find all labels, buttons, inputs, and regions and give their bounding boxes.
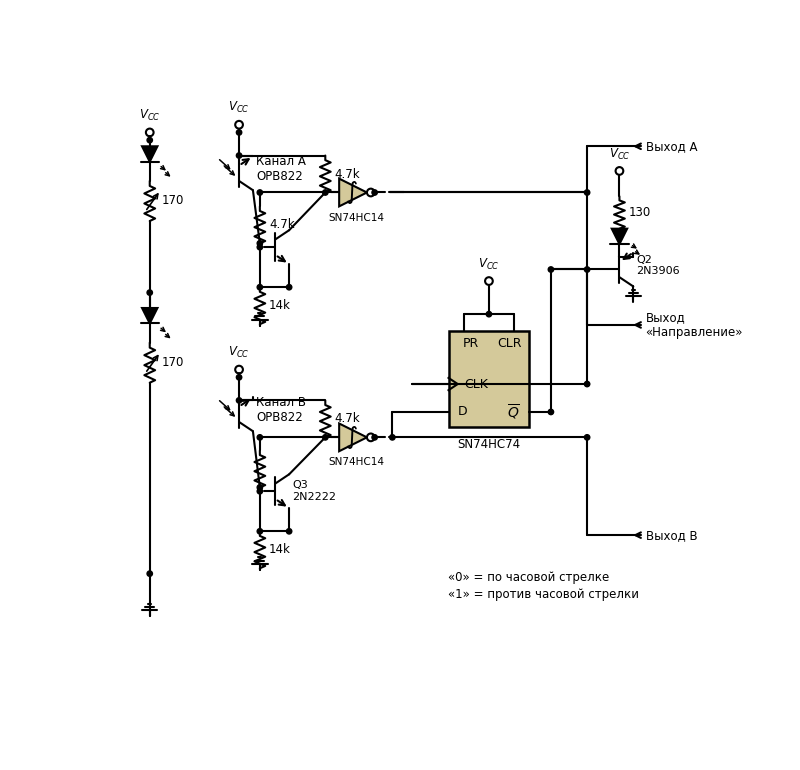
Circle shape [585, 189, 590, 196]
Circle shape [257, 240, 262, 246]
Circle shape [257, 244, 262, 249]
Text: SN74HC14: SN74HC14 [328, 457, 384, 467]
Text: $V_{CC}$: $V_{CC}$ [478, 256, 500, 272]
Polygon shape [612, 229, 627, 244]
Text: 170: 170 [162, 357, 185, 369]
Text: $V_{CC}$: $V_{CC}$ [139, 108, 161, 123]
Text: 4.7k: 4.7k [334, 168, 360, 180]
Circle shape [372, 189, 378, 196]
Circle shape [147, 137, 153, 142]
Text: Q2
2N3906: Q2 2N3906 [636, 255, 680, 276]
Text: $\mathit{\int}$: $\mathit{\int}$ [345, 424, 358, 451]
Circle shape [147, 571, 153, 576]
Circle shape [257, 284, 262, 290]
FancyBboxPatch shape [449, 331, 530, 427]
Text: «1» = против часовой стрелки: «1» = против часовой стрелки [449, 588, 639, 601]
Circle shape [286, 284, 292, 290]
Text: 4.7k: 4.7k [269, 219, 294, 231]
Circle shape [372, 434, 378, 440]
Text: 170: 170 [162, 195, 185, 207]
Circle shape [147, 290, 153, 295]
Text: Выход В: Выход В [646, 529, 698, 541]
Text: D: D [458, 406, 467, 418]
Circle shape [585, 381, 590, 387]
Circle shape [236, 129, 242, 135]
Text: 4.7k: 4.7k [334, 413, 360, 425]
Circle shape [236, 397, 242, 403]
Polygon shape [339, 424, 367, 451]
Text: 130: 130 [629, 206, 651, 219]
Text: $\overline{Q}$: $\overline{Q}$ [507, 402, 520, 422]
Polygon shape [339, 179, 367, 206]
Circle shape [236, 152, 242, 159]
Text: CLK: CLK [464, 377, 488, 390]
Text: Канал А
OPB822: Канал А OPB822 [256, 155, 306, 182]
Polygon shape [142, 146, 158, 162]
Circle shape [257, 528, 262, 534]
Text: Выход
«Направление»: Выход «Направление» [646, 311, 743, 339]
Text: $V_{CC}$: $V_{CC}$ [228, 100, 250, 116]
Circle shape [390, 434, 395, 440]
Text: $V_{CC}$: $V_{CC}$ [228, 345, 250, 360]
Polygon shape [142, 308, 158, 323]
Text: SN74HC74: SN74HC74 [458, 438, 521, 451]
Text: 14k: 14k [269, 544, 291, 556]
Text: 14k: 14k [269, 300, 291, 312]
Text: CLR: CLR [497, 337, 522, 350]
Text: Выход А: Выход А [646, 140, 697, 152]
Text: $\mathit{\int}$: $\mathit{\int}$ [345, 179, 358, 206]
Circle shape [257, 489, 262, 494]
Circle shape [236, 374, 242, 380]
Circle shape [322, 189, 328, 196]
Text: $V_{CC}$: $V_{CC}$ [609, 146, 630, 162]
Circle shape [322, 434, 328, 440]
Circle shape [585, 434, 590, 440]
Text: SN74HC14: SN74HC14 [328, 213, 384, 223]
Circle shape [585, 266, 590, 272]
Circle shape [548, 266, 554, 272]
Text: «0» = по часовой стрелке: «0» = по часовой стрелке [449, 571, 610, 584]
Circle shape [257, 434, 262, 440]
Circle shape [286, 528, 292, 534]
Text: PR: PR [462, 337, 478, 350]
Circle shape [257, 485, 262, 490]
Text: Q3
2N2222: Q3 2N2222 [292, 480, 336, 502]
Circle shape [548, 410, 554, 414]
Circle shape [257, 189, 262, 196]
Text: Канал В
OPB822: Канал В OPB822 [256, 396, 306, 424]
Circle shape [486, 311, 492, 317]
